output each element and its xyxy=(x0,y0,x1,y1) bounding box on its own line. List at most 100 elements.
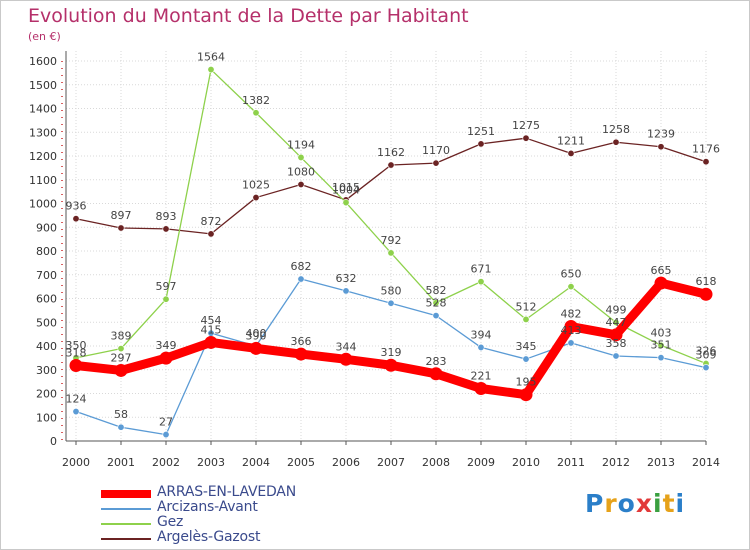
data-point-arcizans-avant xyxy=(117,423,125,431)
legend-item-arras-en-lavedan: ARRAS-EN-LAVEDAN xyxy=(101,484,361,501)
data-point-gez xyxy=(387,249,395,257)
data-point-arras-en-lavedan xyxy=(564,320,578,334)
x-tick-label: 2003 xyxy=(197,456,225,469)
data-label-argeles-gazost: 1239 xyxy=(647,128,675,141)
y-tick-label: 800 xyxy=(36,245,57,258)
x-tick-label: 2000 xyxy=(62,456,90,469)
x-tick-label: 2009 xyxy=(467,456,495,469)
data-point-argeles-gazost xyxy=(252,194,260,202)
data-point-argeles-gazost xyxy=(117,224,125,232)
data-point-argeles-gazost xyxy=(702,158,710,166)
legend-label-gez: Gez xyxy=(157,514,184,530)
data-point-argeles-gazost xyxy=(207,230,215,238)
data-label-gez: 326 xyxy=(696,345,717,358)
y-tick-label: 0 xyxy=(50,435,57,448)
data-point-arras-en-lavedan xyxy=(204,335,218,349)
plot-area xyxy=(66,51,706,441)
legend-swatch-gez xyxy=(101,523,151,525)
data-label-argeles-gazost: 936 xyxy=(66,200,87,213)
data-label-arcizans-avant: 454 xyxy=(201,314,222,327)
legend-item-gez: Gez xyxy=(101,514,361,531)
legend-label-argeles-gazost: Argelès-Gazost xyxy=(157,529,261,545)
data-label-arcizans-avant: 580 xyxy=(381,284,402,297)
data-label-gez: 792 xyxy=(381,234,402,247)
data-label-argeles-gazost: 897 xyxy=(111,209,132,222)
data-label-argeles-gazost: 1275 xyxy=(512,119,540,132)
data-label-arras-en-lavedan: 221 xyxy=(471,370,492,383)
data-label-arcizans-avant: 394 xyxy=(471,328,492,341)
proxiti-logo: Proxiti xyxy=(585,489,686,518)
legend-swatch-argeles-gazost xyxy=(101,538,151,540)
data-label-argeles-gazost: 1162 xyxy=(377,146,405,159)
data-point-arcizans-avant xyxy=(702,364,710,372)
chart-unit: (en €) xyxy=(28,30,61,43)
data-label-arcizans-avant: 400 xyxy=(246,327,267,340)
data-label-arras-en-lavedan: 415 xyxy=(201,323,222,336)
data-point-argeles-gazost xyxy=(567,149,575,157)
data-label-arras-en-lavedan: 366 xyxy=(291,335,312,348)
data-point-arcizans-avant xyxy=(432,312,440,320)
data-point-gez xyxy=(117,345,125,353)
data-point-gez xyxy=(342,199,350,207)
data-point-arras-en-lavedan xyxy=(384,358,398,372)
data-point-arras-en-lavedan xyxy=(159,351,173,365)
legend-swatch-arras-en-lavedan xyxy=(101,490,151,498)
data-point-gez xyxy=(432,299,440,307)
data-label-argeles-gazost: 1211 xyxy=(557,134,585,147)
data-label-arras-en-lavedan: 319 xyxy=(381,346,402,359)
data-label-arras-en-lavedan: 390 xyxy=(246,329,267,342)
data-point-arras-en-lavedan xyxy=(294,347,308,361)
data-point-argeles-gazost xyxy=(522,134,530,142)
data-label-argeles-gazost: 1170 xyxy=(422,144,450,157)
data-label-arcizans-avant: 682 xyxy=(291,260,312,273)
x-tick-label: 2012 xyxy=(602,456,630,469)
data-point-arcizans-avant xyxy=(522,355,530,363)
data-point-arcizans-avant xyxy=(342,287,350,295)
y-tick-label: 100 xyxy=(36,411,57,424)
data-label-gez: 1564 xyxy=(197,51,225,64)
data-label-gez: 403 xyxy=(651,326,672,339)
data-label-gez: 350 xyxy=(66,339,87,352)
data-label-argeles-gazost: 1015 xyxy=(332,181,360,194)
data-point-argeles-gazost xyxy=(657,143,665,151)
data-point-arras-en-lavedan xyxy=(654,276,668,290)
legend-item-arcizans-avant: Arcizans-Avant xyxy=(101,499,361,516)
data-point-argeles-gazost xyxy=(477,140,485,148)
data-label-arras-en-lavedan: 283 xyxy=(426,355,447,368)
data-label-arras-en-lavedan: 195 xyxy=(516,376,537,389)
legend: ARRAS-EN-LAVEDAN Arcizans-Avant Gez Arge… xyxy=(101,484,361,546)
data-label-arras-en-lavedan: 482 xyxy=(561,308,582,321)
y-tick-label: 1500 xyxy=(29,79,57,92)
data-point-arras-en-lavedan xyxy=(69,358,83,372)
y-tick-label: 500 xyxy=(36,316,57,329)
data-label-arras-en-lavedan: 318 xyxy=(66,346,87,359)
data-point-gez xyxy=(162,295,170,303)
data-point-arcizans-avant xyxy=(567,339,575,347)
data-label-arras-en-lavedan: 618 xyxy=(696,275,717,288)
x-tick-label: 2001 xyxy=(107,456,135,469)
data-label-arcizans-avant: 358 xyxy=(606,337,627,350)
y-tick-label: 1600 xyxy=(29,55,57,68)
data-label-arcizans-avant: 27 xyxy=(159,416,173,429)
x-tick-label: 2013 xyxy=(647,456,675,469)
data-point-arcizans-avant xyxy=(387,299,395,307)
data-point-gez xyxy=(567,283,575,291)
x-tick-label: 2002 xyxy=(152,456,180,469)
data-label-arcizans-avant: 351 xyxy=(651,339,672,352)
y-tick-label: 200 xyxy=(36,388,57,401)
x-tick-label: 2014 xyxy=(692,456,720,469)
data-label-arcizans-avant: 124 xyxy=(66,393,87,406)
data-point-arcizans-avant xyxy=(657,354,665,362)
data-point-arras-en-lavedan xyxy=(474,382,488,396)
data-label-argeles-gazost: 1080 xyxy=(287,166,315,179)
x-tick-label: 2011 xyxy=(557,456,585,469)
data-point-gez xyxy=(612,318,620,326)
x-tick-label: 2008 xyxy=(422,456,450,469)
data-point-argeles-gazost xyxy=(297,181,305,189)
y-tick-label: 1300 xyxy=(29,126,57,139)
data-point-arras-en-lavedan xyxy=(609,328,623,342)
y-tick-label: 400 xyxy=(36,340,57,353)
data-point-arras-en-lavedan xyxy=(114,363,128,377)
x-tick-label: 2007 xyxy=(377,456,405,469)
data-point-arras-en-lavedan xyxy=(429,367,443,381)
